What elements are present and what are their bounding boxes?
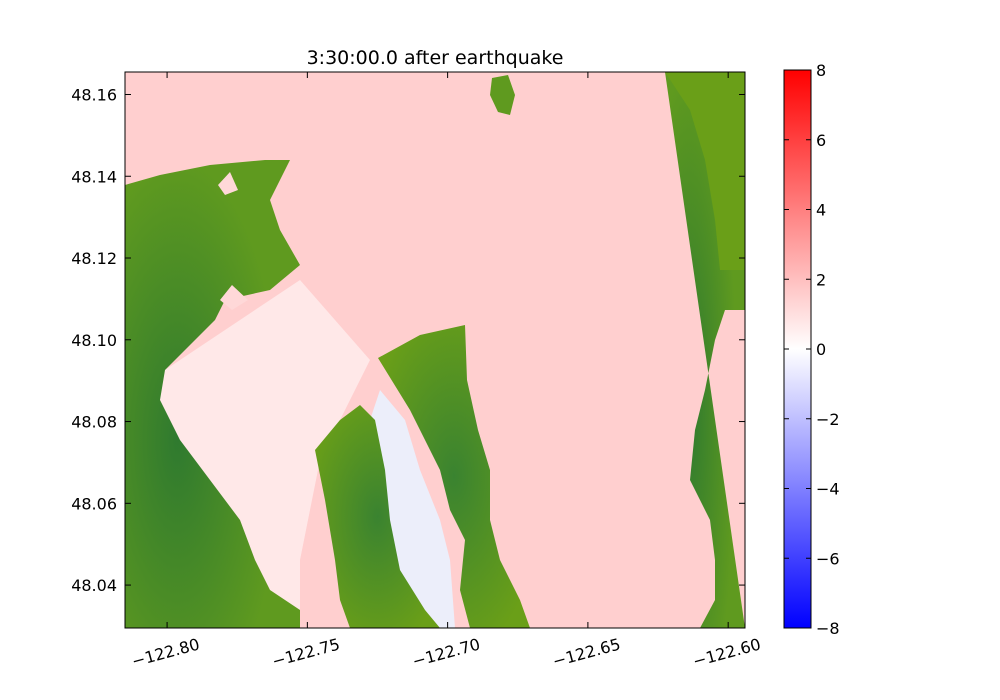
y-tick-label: 48.10 bbox=[71, 331, 117, 350]
y-axis: 48.04 48.06 48.08 48.10 48.12 48.14 48.16 bbox=[71, 85, 745, 595]
y-tick-label: 48.08 bbox=[71, 413, 117, 432]
colorbar-tick-label: −6 bbox=[816, 549, 840, 568]
colorbar-tick-label: 0 bbox=[816, 340, 826, 359]
land-west bbox=[125, 160, 300, 628]
y-tick-label: 48.14 bbox=[71, 167, 117, 186]
colorbar-axis: −8 −6 −4 −2 0 2 4 6 8 bbox=[784, 61, 840, 638]
colorbar-tick-label: 2 bbox=[816, 270, 826, 289]
land-east-upper bbox=[665, 72, 745, 270]
water-pocket-west-2 bbox=[220, 285, 248, 310]
colorbar-tick-label: 4 bbox=[816, 201, 826, 220]
colorbar-tick-label: −8 bbox=[816, 619, 840, 638]
x-tick-label: −122.75 bbox=[270, 635, 342, 671]
colorbar-tick-label: −2 bbox=[816, 410, 840, 429]
plot-area bbox=[125, 72, 745, 628]
x-tick-label: −122.80 bbox=[130, 635, 202, 671]
water-field-west bbox=[150, 280, 370, 628]
colorbar-tick-label: 6 bbox=[816, 131, 826, 150]
land-central bbox=[315, 405, 440, 628]
y-tick-label: 48.12 bbox=[71, 249, 117, 268]
water-field-inlet bbox=[370, 390, 455, 628]
x-tick-label: −122.70 bbox=[410, 635, 482, 671]
colorbar-tick-label: −4 bbox=[816, 480, 840, 499]
plot-frame bbox=[124, 71, 746, 629]
y-tick-label: 48.06 bbox=[71, 494, 117, 513]
x-tick-label: −122.60 bbox=[691, 635, 763, 671]
y-tick-label: 48.16 bbox=[71, 85, 117, 104]
land-east-central bbox=[378, 325, 530, 628]
colorbar-tick-label: 8 bbox=[816, 61, 826, 80]
y-tick-label: 48.04 bbox=[71, 576, 117, 595]
chart-title: 3:30:00.0 after earthquake bbox=[307, 47, 564, 69]
water-pocket-west bbox=[218, 172, 238, 195]
x-tick-label: −122.65 bbox=[551, 635, 623, 671]
land-island-north bbox=[490, 75, 515, 115]
